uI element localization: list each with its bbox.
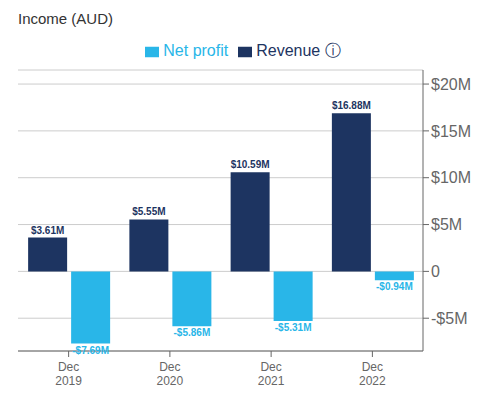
svg-text:$3.61M: $3.61M [31, 225, 64, 236]
svg-text:-$5.31M: -$5.31M [275, 322, 312, 333]
svg-text:-$5M: -$5M [431, 310, 467, 327]
svg-text:Dec2022: Dec2022 [359, 360, 386, 388]
svg-text:$20M: $20M [431, 76, 471, 93]
svg-text:Dec2021: Dec2021 [258, 360, 285, 388]
svg-text:$16.88M: $16.88M [332, 100, 371, 111]
html-text:Net profit: Net profit [163, 42, 229, 59]
svg-text:Dec2020: Dec2020 [157, 360, 184, 388]
svg-text:$10.59M: $10.59M [231, 159, 270, 170]
html-text:Revenue ⓘ: Revenue ⓘ [256, 42, 341, 59]
svg-text:Dec2019: Dec2019 [55, 360, 82, 388]
svg-text:-$7.69M: -$7.69M [72, 345, 109, 356]
svg-text:$5.55M: $5.55M [132, 206, 165, 217]
svg-text:$10M: $10M [431, 169, 471, 186]
svg-text:0: 0 [431, 263, 440, 280]
svg-text:$15M: $15M [431, 123, 471, 140]
html-text:Income (AUD): Income (AUD) [18, 10, 113, 27]
svg-text:$5M: $5M [431, 216, 462, 233]
svg-text:-$5.86M: -$5.86M [174, 327, 211, 338]
svg-text:-$0.94M: -$0.94M [376, 281, 413, 292]
